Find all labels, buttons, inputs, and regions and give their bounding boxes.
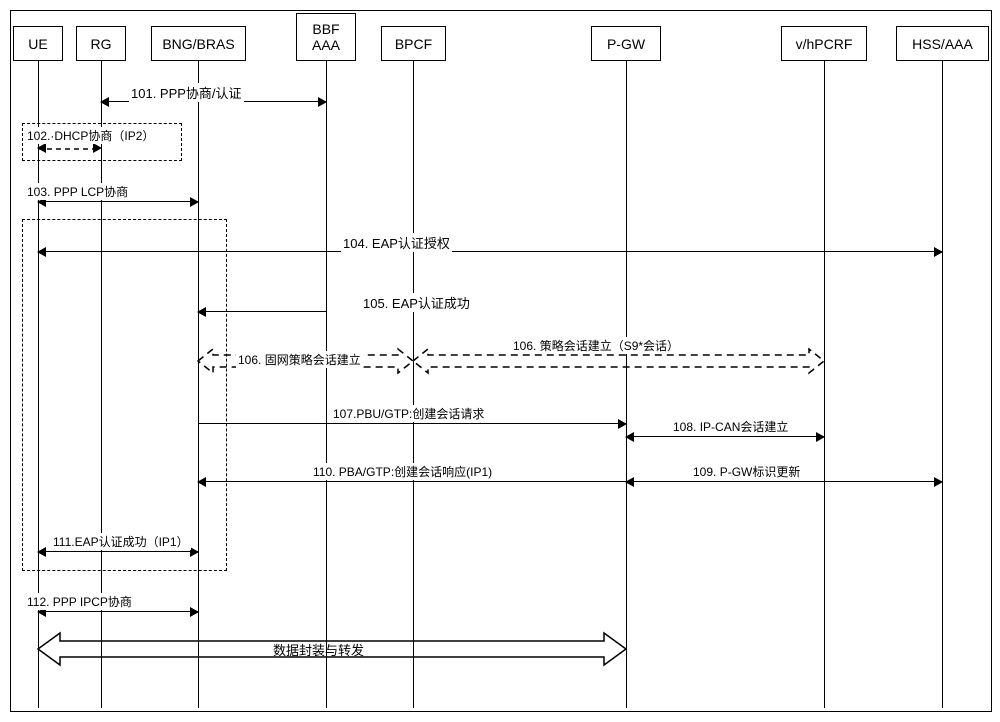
label-103: 103. PPP LCP协商 xyxy=(25,183,130,200)
msg-102-line xyxy=(38,148,101,150)
actor-bpcf: BPCF xyxy=(381,26,446,61)
msg-109 xyxy=(626,481,942,482)
msg-110 xyxy=(198,481,626,482)
msg-104 xyxy=(38,251,942,252)
actor-ue: UE xyxy=(13,26,63,61)
label-111: 111.EAP认证成功（IP1） xyxy=(51,533,191,550)
label-109: 109. P-GW标识更新 xyxy=(691,463,802,480)
actor-label: v/hPCRF xyxy=(796,36,853,52)
actor-label: BPCF xyxy=(395,36,432,52)
msg-103 xyxy=(38,201,198,202)
label-data: 数据封装与转发 xyxy=(271,640,366,659)
lifeline-bbf xyxy=(326,61,327,708)
actor-label: BBF AAA xyxy=(312,21,340,53)
lifeline-hss xyxy=(942,61,943,708)
label-106a: 106. 固网策略会话建立 xyxy=(236,351,363,368)
label-108: 108. IP-CAN会话建立 xyxy=(671,418,790,435)
actor-label: P-GW xyxy=(607,36,645,52)
msg-105 xyxy=(198,311,326,312)
actor-label: BNG/BRAS xyxy=(162,36,234,52)
label-107: 107.PBU/GTP:创建会话请求 xyxy=(331,405,486,422)
lifeline-bpcf xyxy=(413,61,414,708)
actor-label: UE xyxy=(28,36,47,52)
label-101: 101. PPP协商/认证 xyxy=(129,83,244,102)
actor-label: HSS/AAA xyxy=(912,36,973,52)
label-106b: 106. 策略会话建立（S9*会话） xyxy=(511,337,681,354)
msg-108 xyxy=(626,436,824,437)
actor-pcrf: v/hPCRF xyxy=(781,26,867,61)
actor-rg: RG xyxy=(76,26,126,61)
label-110: 110. PBA/GTP:创建会话响应(IP1) xyxy=(311,463,494,480)
actor-bbf-aaa: BBF AAA xyxy=(296,13,356,61)
actor-label: RG xyxy=(91,36,112,52)
label-104: 104. EAP认证授权 xyxy=(341,233,452,252)
label-105: 105. EAP认证成功 xyxy=(361,293,472,312)
msg-111 xyxy=(38,551,198,552)
actor-pgw: P-GW xyxy=(591,26,661,61)
optbox-main xyxy=(22,219,227,571)
lifeline-pgw xyxy=(626,61,627,708)
msg-112 xyxy=(38,611,198,612)
msg-107 xyxy=(198,423,626,424)
lifeline-pcrf xyxy=(824,61,825,708)
label-112: 112. PPP IPCP协商 xyxy=(25,593,134,610)
sequence-diagram: UE RG BNG/BRAS BBF AAA BPCF P-GW v/hPCRF… xyxy=(10,10,992,712)
actor-hss: HSS/AAA xyxy=(896,26,989,61)
actor-bng: BNG/BRAS xyxy=(151,26,246,61)
label-102: 102.·DHCP协商（IP2） xyxy=(25,127,156,144)
